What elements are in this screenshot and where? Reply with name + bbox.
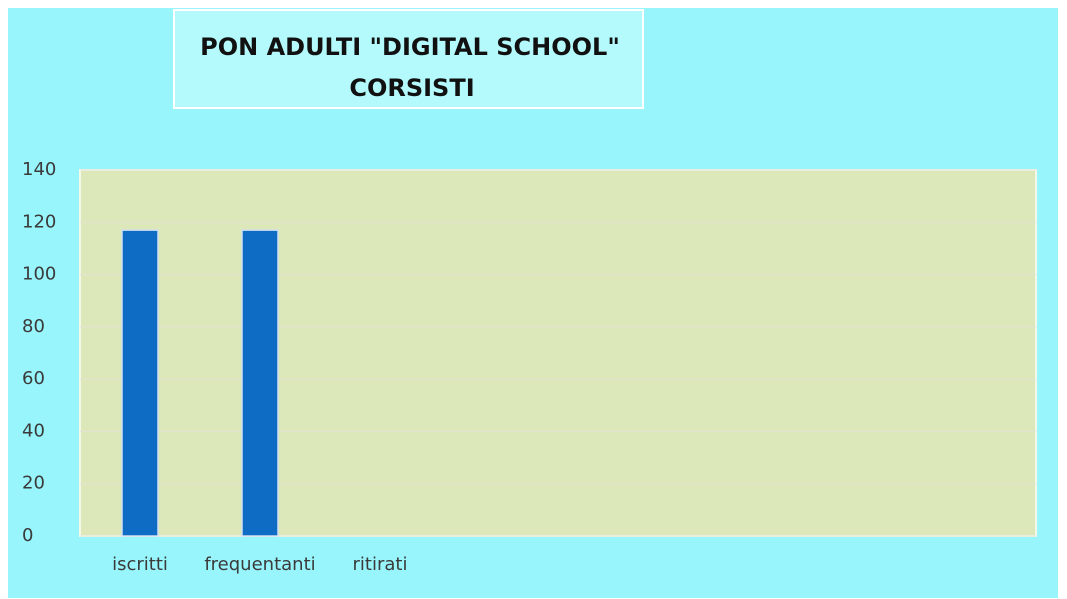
title-box — [173, 9, 644, 109]
y-tick-label: 60 — [22, 368, 45, 389]
chart-title: PON ADULTI "DIGITAL SCHOOL" — [200, 33, 620, 61]
plot-area — [79, 169, 1037, 537]
y-tick-label: 100 — [22, 264, 56, 285]
y-tick-label: 80 — [22, 316, 45, 337]
y-tick-label: 20 — [22, 473, 45, 494]
x-tick-label: iscritti — [112, 554, 168, 575]
y-tick-label: 120 — [22, 211, 56, 232]
chart-title: CORSISTI — [349, 74, 474, 102]
x-tick-label: ritirati — [353, 554, 408, 575]
bar — [121, 229, 159, 537]
x-tick-label: frequentanti — [204, 554, 315, 575]
bar — [241, 229, 279, 537]
y-tick-label: 40 — [22, 420, 45, 441]
y-tick-label: 0 — [22, 525, 33, 546]
y-tick-label: 140 — [22, 159, 56, 180]
